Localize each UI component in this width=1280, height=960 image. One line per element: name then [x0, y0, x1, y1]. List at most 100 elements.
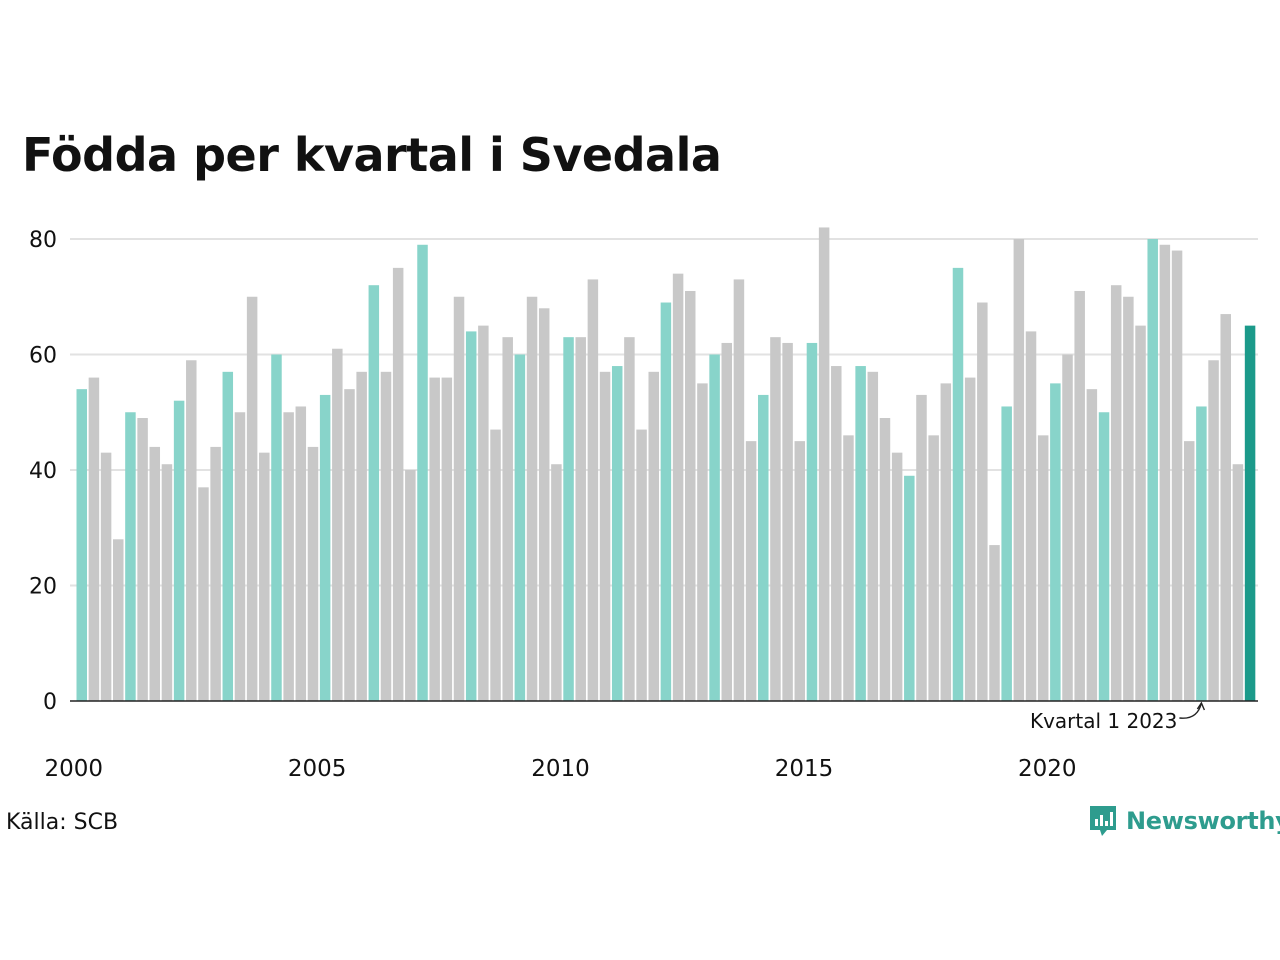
- bar: [1123, 296, 1134, 701]
- bar: [1183, 441, 1195, 702]
- source-label: Källa: SCB: [6, 810, 119, 835]
- bars: [76, 227, 1256, 702]
- y-tick-label: 60: [29, 344, 57, 369]
- bar: [685, 290, 696, 701]
- bar: [648, 371, 659, 701]
- bar: [1220, 314, 1231, 701]
- bar: [745, 441, 757, 702]
- bar: [88, 377, 100, 701]
- bar: [405, 470, 416, 701]
- bar: [1244, 325, 1256, 702]
- x-tick-label: 2015: [775, 756, 834, 782]
- bar: [502, 337, 513, 701]
- bar: [210, 446, 221, 701]
- bar: [721, 342, 733, 701]
- bar: [113, 539, 124, 701]
- bar: [1135, 325, 1146, 702]
- bar: [1074, 290, 1085, 701]
- y-tick-label: 80: [29, 228, 57, 253]
- bar: [1232, 464, 1244, 701]
- chart-title: Födda per kvartal i Svedala: [22, 128, 722, 182]
- bar: [392, 267, 404, 702]
- y-axis-ticks: 0 20 40 60 80: [29, 228, 57, 715]
- bar: [295, 406, 307, 701]
- bar: [1196, 406, 1207, 701]
- x-tick-label: 2000: [45, 756, 104, 782]
- bar: [891, 452, 903, 701]
- bar: [636, 429, 647, 701]
- bar: [149, 446, 161, 701]
- bar: [855, 366, 866, 701]
- bar: [283, 412, 294, 701]
- bar: [1013, 239, 1025, 701]
- bar: [916, 394, 927, 701]
- bar: [490, 429, 501, 701]
- bar: [818, 227, 830, 701]
- bar: [271, 354, 282, 701]
- bar: [831, 366, 842, 701]
- bar: [526, 296, 538, 701]
- bar: [259, 452, 270, 701]
- bar: [782, 342, 793, 701]
- annotation-arrowhead: [1196, 701, 1206, 711]
- bar: [1001, 406, 1012, 701]
- bar: [186, 360, 197, 701]
- bar: [1086, 389, 1098, 701]
- bar: [246, 296, 258, 701]
- bar: [429, 377, 440, 701]
- bar: [733, 279, 745, 701]
- bar: [551, 464, 562, 701]
- bar: [1147, 239, 1158, 701]
- bar: [624, 337, 635, 701]
- x-tick-label: 2010: [531, 756, 590, 782]
- bar: [453, 296, 465, 701]
- bar-chart: 0 20 40 60 80 2000 2005 2010 2015 2020 Kvartal 1…: [29, 227, 1258, 782]
- y-tick-label: 20: [29, 575, 57, 600]
- x-tick-label: 2005: [288, 756, 347, 782]
- bar: [599, 371, 611, 701]
- bar: [137, 418, 148, 701]
- bar: [125, 412, 136, 701]
- bar: [977, 302, 988, 701]
- x-tick-label: 2020: [1018, 756, 1077, 782]
- bar: [307, 446, 319, 701]
- bar: [198, 487, 209, 701]
- bar: [1037, 435, 1049, 701]
- bar: [368, 285, 380, 701]
- bar: [417, 244, 428, 701]
- annotation-label: Kvartal 1 2023: [1030, 709, 1177, 733]
- brand-name: Newsworthy: [1126, 807, 1280, 835]
- bar: [770, 337, 781, 701]
- bar: [928, 435, 939, 701]
- bar: [234, 412, 246, 701]
- bar: [356, 371, 367, 701]
- bar: [964, 377, 976, 701]
- bar: [1110, 285, 1122, 701]
- bar: [1062, 354, 1073, 701]
- bar: [758, 394, 769, 701]
- bar: [611, 366, 623, 701]
- bar: [161, 464, 173, 701]
- bar: [514, 354, 526, 701]
- bar: [380, 371, 392, 701]
- y-tick-label: 40: [29, 459, 57, 484]
- bar: [100, 452, 112, 701]
- bar: [660, 302, 672, 701]
- bar: [709, 354, 720, 701]
- bar: [1050, 383, 1061, 702]
- annotation-arrow: [1179, 702, 1203, 719]
- brand-logo: Newsworthy: [1088, 804, 1280, 838]
- bar: [697, 383, 708, 702]
- bar: [478, 325, 489, 702]
- bar: [904, 475, 915, 701]
- bar: [672, 273, 684, 701]
- y-tick-label: 0: [43, 690, 57, 715]
- bar: [879, 418, 891, 701]
- bar: [952, 267, 964, 702]
- bar: [575, 337, 586, 701]
- bar: [587, 279, 599, 701]
- bar: [563, 337, 574, 701]
- bar: [794, 441, 806, 702]
- bar: [76, 389, 87, 701]
- bar: [173, 400, 185, 701]
